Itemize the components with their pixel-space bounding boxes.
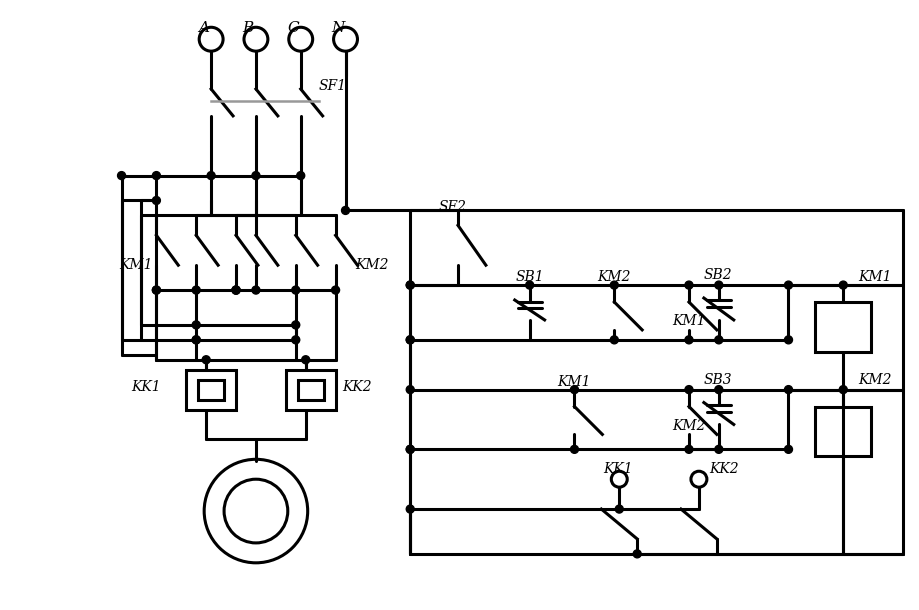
Circle shape — [301, 356, 310, 364]
Circle shape — [291, 321, 300, 329]
Text: KM2: KM2 — [671, 420, 705, 434]
Circle shape — [714, 281, 722, 289]
Circle shape — [406, 336, 414, 344]
Text: KM2: KM2 — [355, 258, 389, 272]
Circle shape — [192, 336, 200, 344]
Circle shape — [118, 171, 125, 179]
Circle shape — [784, 386, 791, 393]
Circle shape — [207, 171, 215, 179]
Circle shape — [570, 445, 578, 453]
Bar — [814, 406, 870, 456]
Circle shape — [685, 281, 692, 289]
Bar — [186, 370, 236, 409]
Bar — [814, 302, 870, 352]
Text: SB2: SB2 — [703, 268, 732, 282]
Circle shape — [685, 445, 692, 453]
Circle shape — [714, 445, 722, 453]
Circle shape — [838, 386, 846, 393]
Circle shape — [202, 356, 210, 364]
Circle shape — [232, 286, 240, 294]
Text: KM1: KM1 — [119, 258, 153, 272]
Bar — [298, 379, 323, 400]
Circle shape — [685, 386, 692, 393]
Circle shape — [291, 286, 300, 294]
Circle shape — [341, 206, 349, 214]
Circle shape — [406, 386, 414, 393]
Circle shape — [252, 171, 260, 179]
Text: KM1: KM1 — [557, 375, 590, 389]
Circle shape — [714, 386, 722, 393]
Text: KM2: KM2 — [857, 373, 891, 387]
Circle shape — [406, 445, 414, 453]
Text: SF2: SF2 — [437, 201, 466, 215]
Circle shape — [297, 171, 304, 179]
Circle shape — [252, 286, 260, 294]
Circle shape — [714, 336, 722, 344]
Text: KM1: KM1 — [857, 270, 891, 284]
Text: KK1: KK1 — [603, 462, 632, 476]
Circle shape — [784, 281, 791, 289]
Text: B: B — [242, 21, 254, 35]
Circle shape — [406, 281, 414, 289]
Circle shape — [153, 286, 160, 294]
Circle shape — [525, 281, 533, 289]
Circle shape — [153, 286, 160, 294]
Bar — [198, 379, 224, 400]
Circle shape — [232, 286, 240, 294]
Circle shape — [609, 281, 618, 289]
Text: KM2: KM2 — [596, 270, 630, 284]
Text: KK1: KK1 — [131, 379, 161, 393]
Circle shape — [192, 286, 200, 294]
Circle shape — [291, 336, 300, 344]
Bar — [286, 370, 335, 409]
Circle shape — [570, 386, 578, 393]
Text: KM1: KM1 — [671, 314, 705, 328]
Text: SF1: SF1 — [318, 79, 346, 93]
Circle shape — [153, 171, 160, 179]
Circle shape — [609, 336, 618, 344]
Circle shape — [685, 336, 692, 344]
Circle shape — [192, 336, 200, 344]
Circle shape — [232, 286, 240, 294]
Circle shape — [153, 196, 160, 204]
Circle shape — [406, 336, 414, 344]
Circle shape — [838, 281, 846, 289]
Circle shape — [406, 281, 414, 289]
Text: KK2: KK2 — [709, 462, 738, 476]
Circle shape — [784, 445, 791, 453]
Text: SB1: SB1 — [516, 270, 544, 284]
Text: C: C — [287, 21, 299, 35]
Text: N: N — [331, 21, 344, 35]
Text: SB3: SB3 — [703, 373, 732, 387]
Circle shape — [406, 445, 414, 453]
Circle shape — [331, 286, 339, 294]
Circle shape — [406, 505, 414, 513]
Circle shape — [615, 505, 622, 513]
Circle shape — [632, 550, 641, 558]
Circle shape — [192, 321, 200, 329]
Circle shape — [784, 336, 791, 344]
Text: KK2: KK2 — [342, 379, 372, 393]
Text: A: A — [198, 21, 209, 35]
